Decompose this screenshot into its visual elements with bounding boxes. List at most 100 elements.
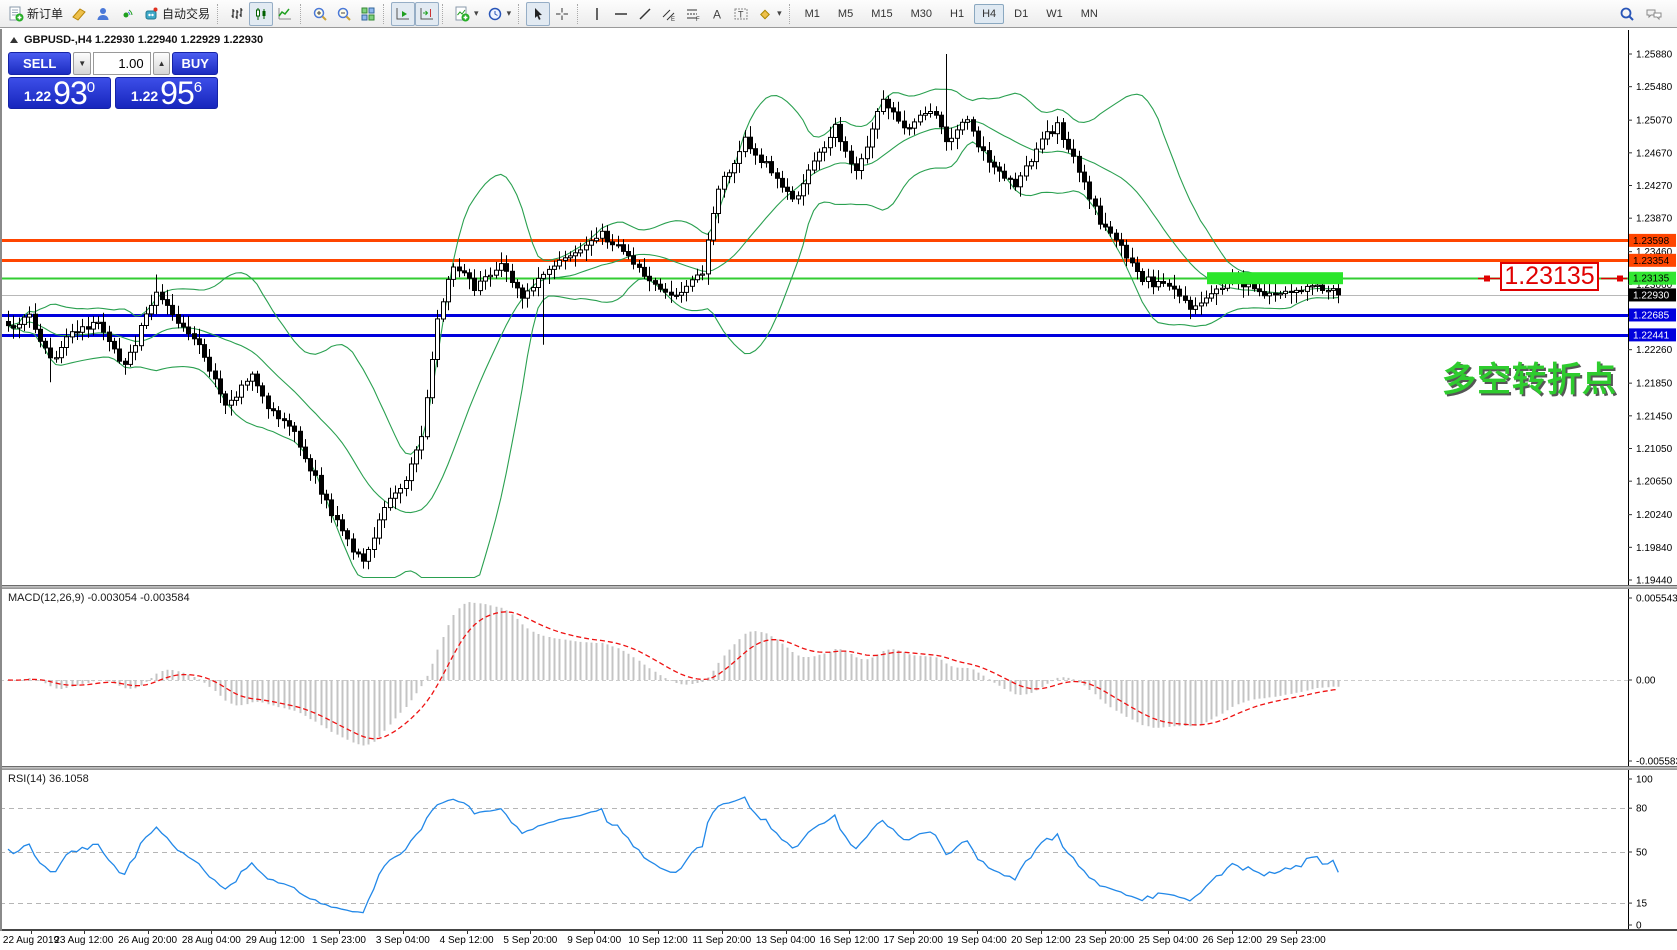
svg-text:T: T [738, 9, 744, 19]
clock-icon [488, 7, 501, 20]
fibonacci-tool-button[interactable]: F [681, 2, 705, 26]
svg-text:1.21450: 1.21450 [1636, 411, 1673, 422]
bar-chart-type-button[interactable] [225, 2, 249, 26]
vertical-line-tool-button[interactable] [585, 2, 609, 26]
svg-text:1.25070: 1.25070 [1636, 116, 1673, 127]
svg-text:1.23598: 1.23598 [1633, 236, 1670, 247]
shapes-tool-button[interactable]: ▾ [753, 2, 786, 26]
price-callout[interactable]: 1.23135 [1500, 262, 1599, 291]
crosshair-tool-button[interactable] [550, 2, 574, 26]
volume-input[interactable]: 1.00 [93, 52, 151, 75]
time-axis[interactable]: 22 Aug 2019 23 Aug 12:00 26 Aug 20:00 28 Au… [0, 931, 1677, 950]
timeframe-d1[interactable]: D1 [1006, 4, 1036, 24]
bar-chart-icon [231, 7, 243, 19]
autotrade-icon [145, 7, 158, 19]
svg-text:1.25880: 1.25880 [1636, 50, 1673, 61]
profile-button[interactable] [91, 2, 115, 26]
ohlc-text: GBPUSD-,H4 1.22930 1.22940 1.22929 1.229… [24, 34, 264, 46]
shapes-icon [760, 9, 771, 19]
line-chart-type-button[interactable] [273, 2, 297, 26]
timeframe-m1[interactable]: M1 [797, 4, 828, 24]
sonar-button[interactable] [115, 2, 139, 26]
time-tick [1232, 931, 1234, 934]
time-tick [466, 931, 468, 934]
svg-text:-0.005583: -0.005583 [1636, 757, 1677, 767]
auto-scroll-button[interactable] [391, 1, 416, 26]
sell-button[interactable]: SELL [8, 52, 72, 75]
styler-icon [72, 7, 86, 21]
cursor-tool-button[interactable] [526, 1, 551, 26]
zoom-out-button[interactable] [332, 2, 356, 26]
new-order-label: 新订单 [27, 7, 64, 21]
rsi-axis-layer[interactable]: 100 80 50 15 0 [1628, 770, 1653, 929]
toolbar-separator [300, 3, 304, 24]
timeframe-w1[interactable]: W1 [1038, 4, 1071, 24]
zoom-in-button[interactable] [308, 2, 332, 26]
main-chart-canvas[interactable]: 1.25880 1.25480 1.25070 1.24670 1.24270 1.238… [0, 30, 1677, 585]
svg-text:0.005543: 0.005543 [1636, 594, 1677, 605]
time-tick [721, 931, 723, 934]
svg-text:1.19840: 1.19840 [1636, 543, 1673, 554]
time-tick [594, 931, 596, 934]
time-label: 13 Sep 04:00 [755, 935, 816, 946]
volume-down-button[interactable]: ▼ [73, 52, 92, 75]
new-order-button[interactable]: 新订单 [4, 2, 67, 26]
time-tick [83, 931, 85, 934]
timeframe-mn[interactable]: MN [1073, 4, 1106, 24]
time-label: 26 Sep 12:00 [1202, 935, 1262, 946]
time-label: 3 Sep 04:00 [375, 935, 430, 946]
time-tick [1296, 931, 1297, 934]
macd-signal-layer [7, 611, 1339, 740]
time-label: 28 Aug 04:00 [181, 935, 241, 946]
text-label-tool-button[interactable]: T [729, 2, 753, 26]
buy-price-panel[interactable]: 1.22 95 6 [115, 77, 218, 109]
symbol-info: GBPUSD-,H4 1.22930 1.22940 1.22929 1.229… [10, 34, 263, 46]
time-tick [402, 931, 404, 934]
svg-text:1.23135: 1.23135 [1633, 274, 1670, 285]
highlight-layer[interactable] [1207, 272, 1627, 285]
macd-canvas[interactable]: 0.005543 0.00 -0.005583 [0, 589, 1677, 766]
indicators-button[interactable]: ▾ [450, 2, 483, 26]
turning-point-annotation[interactable]: 多空转折点 [1442, 361, 1617, 399]
timeframe-m5[interactable]: M5 [830, 4, 861, 24]
tile-windows-button[interactable] [356, 2, 380, 26]
periods-button[interactable]: ▾ [483, 2, 516, 26]
macd-axis-layer[interactable]: 0.005543 0.00 -0.005583 [1628, 589, 1677, 766]
sell-price-panel[interactable]: 1.22 93 0 [8, 77, 111, 109]
svg-text:80: 80 [1636, 804, 1648, 815]
main-axis-layer[interactable]: 1.25880 1.25480 1.25070 1.24670 1.24270 1.238… [1628, 30, 1676, 585]
pane-separator[interactable] [0, 766, 1677, 770]
time-label: 29 Aug 12:00 [245, 935, 305, 946]
styler-button[interactable] [67, 2, 91, 26]
chat-icon[interactable] [1645, 6, 1663, 22]
bollinger-layer [7, 88, 1339, 579]
time-label: 22 Aug 2019 [2, 935, 60, 946]
timeframe-h4[interactable]: H4 [974, 3, 1005, 24]
time-tick [658, 931, 659, 934]
autotrade-button[interactable]: 自动交易 [139, 2, 214, 26]
collapse-icon[interactable] [10, 37, 18, 43]
channel-tool-button[interactable]: E [657, 2, 681, 26]
trendline-tool-button[interactable] [633, 2, 657, 26]
time-tick [31, 931, 32, 934]
time-label: 1 Sep 23:00 [312, 935, 366, 946]
rsi-canvas[interactable]: 100 80 50 15 0 [0, 770, 1677, 929]
volume-up-button[interactable]: ▲ [152, 52, 171, 75]
horizontal-line-tool-button[interactable] [609, 2, 633, 26]
sell-price-big: 93 [53, 75, 88, 111]
chart-shift-button[interactable] [415, 1, 440, 26]
crosshair-icon [556, 7, 569, 20]
pane-separator[interactable] [0, 585, 1677, 589]
search-icon[interactable] [1619, 6, 1635, 22]
candlestick-chart-icon [256, 7, 266, 20]
timeframe-m30[interactable]: M30 [903, 4, 940, 24]
dropdown-caret-icon: ▾ [777, 8, 782, 18]
toolbar-separator [788, 3, 793, 24]
candle-chart-type-button[interactable] [249, 1, 274, 26]
timeframe-h1[interactable]: H1 [942, 4, 972, 24]
time-tick [1104, 931, 1106, 934]
timeframe-m15[interactable]: M15 [863, 4, 900, 24]
text-tool-button[interactable]: A [705, 2, 729, 26]
profile-icon [97, 7, 109, 20]
buy-button[interactable]: BUY [172, 52, 218, 75]
